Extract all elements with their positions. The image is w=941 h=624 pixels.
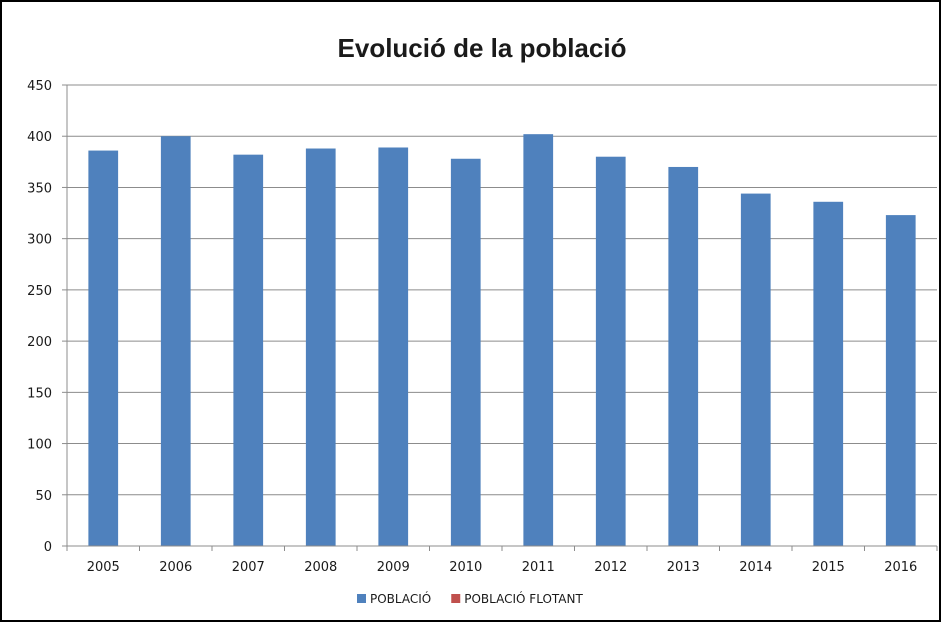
- y-tick-label: 50: [35, 489, 52, 504]
- bar-2007: [233, 154, 264, 546]
- x-axis-ticks: 2005 2006 2007 2008 2009 2010 2011 2012 2013 2014…: [66, 546, 938, 575]
- y-tick-label: 0: [44, 540, 52, 555]
- x-tick-label: 2009: [377, 560, 410, 575]
- bar-2013: [668, 166, 699, 546]
- legend-label: POBLACIÓ FLOTANT: [464, 591, 583, 606]
- x-tick-label: 2010: [449, 560, 482, 575]
- bar-2010: [450, 158, 481, 546]
- y-tick-label: 250: [27, 284, 52, 299]
- y-tick-label: 200: [27, 335, 52, 350]
- x-tick-label: 2011: [522, 560, 555, 575]
- legend-swatch: [451, 594, 461, 603]
- bar-2009: [378, 147, 409, 547]
- x-tick-label: 2013: [667, 560, 700, 575]
- bar-2005: [88, 150, 119, 546]
- y-tick-label: 350: [27, 181, 52, 196]
- bar-2016: [885, 215, 916, 547]
- x-tick-label: 2008: [304, 560, 337, 575]
- bar-2012: [595, 156, 626, 546]
- x-tick-label: 2005: [87, 560, 120, 575]
- x-tick-label: 2006: [159, 560, 192, 575]
- y-tick-label: 100: [27, 438, 52, 453]
- legend-label: POBLACIÓ: [370, 591, 431, 606]
- chart-title: Evolució de la població: [338, 33, 627, 63]
- y-tick-label: 300: [27, 233, 52, 248]
- bar-2011: [523, 134, 554, 546]
- legend: POBLACIÓ POBLACIÓ FLOTANT: [357, 591, 583, 606]
- bars: [88, 134, 916, 547]
- x-tick-label: 2014: [739, 560, 772, 575]
- y-tick-label: 400: [27, 130, 52, 145]
- gridlines: [67, 84, 937, 496]
- y-tick-label: 450: [27, 79, 52, 94]
- bar-2008: [305, 148, 336, 546]
- y-tick-label: 150: [27, 386, 52, 401]
- x-tick-label: 2012: [594, 560, 627, 575]
- y-axis-ticks: 0 50 100 150 200 250 300 350 400 450: [27, 79, 67, 555]
- x-tick-label: 2015: [812, 560, 845, 575]
- x-tick-label: 2007: [232, 560, 265, 575]
- bar-2006: [160, 136, 191, 546]
- axes: [66, 85, 937, 547]
- legend-swatch: [357, 594, 366, 603]
- bar-2015: [813, 201, 844, 546]
- x-tick-label: 2016: [884, 560, 917, 575]
- bar-2014: [740, 193, 771, 546]
